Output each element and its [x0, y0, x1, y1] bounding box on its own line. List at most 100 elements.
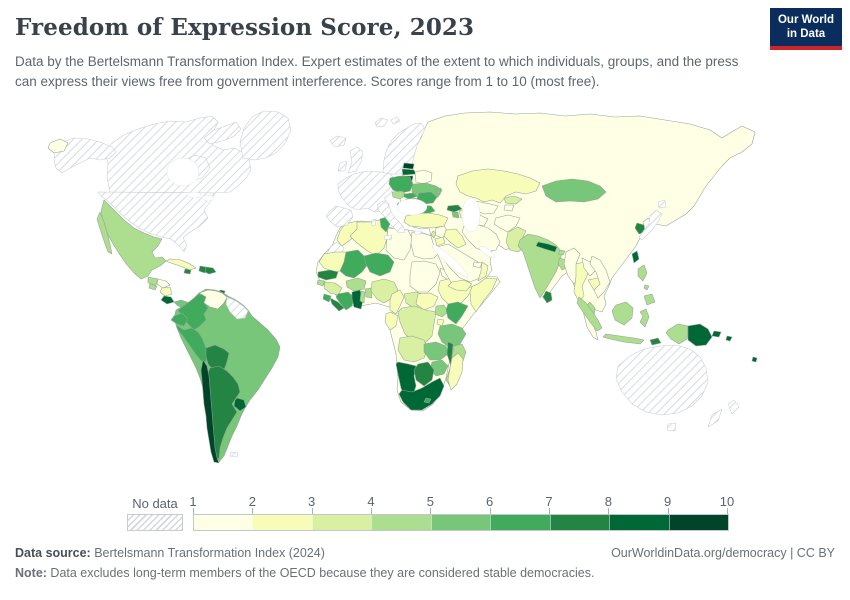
country-burkina-faso[interactable] — [345, 277, 367, 292]
legend-no-data-swatch[interactable] — [127, 514, 183, 531]
country-jamaica[interactable] — [183, 268, 192, 275]
country-yemen[interactable] — [447, 279, 473, 292]
country-senegal[interactable] — [317, 269, 339, 281]
country-spain-portugal[interactable] — [325, 205, 354, 228]
country-indonesia-papua[interactable] — [665, 323, 689, 345]
country-fiji[interactable] — [751, 356, 758, 363]
country-ireland[interactable] — [337, 160, 348, 172]
country-lesotho[interactable] — [423, 397, 432, 404]
country-nepal[interactable] — [535, 241, 558, 253]
country-tanzania[interactable] — [437, 323, 467, 349]
country-kazakhstan[interactable] — [455, 168, 541, 204]
country-togo[interactable] — [359, 290, 366, 304]
country-kyrgyzstan[interactable] — [503, 195, 523, 205]
country-uae[interactable] — [472, 261, 483, 269]
country-lebanon[interactable] — [430, 230, 437, 239]
country-tajikistan[interactable] — [503, 204, 515, 212]
country-usa[interactable] — [97, 191, 216, 253]
country-georgia[interactable] — [446, 204, 463, 213]
country-cuba[interactable] — [165, 258, 197, 271]
country-guatemala[interactable] — [147, 276, 159, 286]
country-alaska[interactable] — [53, 137, 117, 174]
country-iraq[interactable] — [443, 228, 467, 249]
country-jordan[interactable] — [434, 236, 446, 247]
country-japan[interactable] — [638, 209, 663, 241]
country-guinea-bissau[interactable] — [316, 279, 326, 287]
country-new-zealand-south[interactable] — [707, 408, 723, 428]
country-mexico[interactable] — [100, 199, 167, 280]
country-gabon-congo[interactable] — [384, 311, 399, 331]
country-estonia[interactable] — [402, 162, 415, 170]
country-uganda[interactable] — [434, 304, 449, 318]
country-angola[interactable] — [397, 335, 429, 363]
country-indonesia-java[interactable] — [602, 333, 645, 345]
country-south-africa[interactable] — [398, 377, 445, 411]
country-uruguay[interactable] — [233, 397, 247, 412]
country-united-kingdom[interactable] — [347, 146, 364, 174]
country-oman[interactable] — [477, 261, 489, 282]
country-indonesia-sulawesi[interactable] — [639, 308, 650, 328]
country-canada-arctic[interactable] — [203, 121, 242, 145]
country-solomon-islands[interactable] — [725, 335, 733, 342]
country-algeria[interactable] — [349, 219, 389, 257]
country-turkey[interactable] — [403, 212, 449, 229]
country-czechia[interactable] — [391, 190, 407, 200]
country-botswana[interactable] — [413, 361, 435, 387]
country-sri-lanka[interactable] — [542, 290, 553, 304]
country-haiti[interactable] — [198, 265, 207, 274]
country-mali[interactable] — [339, 249, 369, 279]
country-russia-chukotka[interactable] — [47, 138, 69, 154]
country-drc[interactable] — [397, 305, 437, 345]
country-south-sudan[interactable] — [415, 292, 439, 311]
country-svalbard-west[interactable] — [374, 117, 389, 128]
country-zambia[interactable] — [423, 341, 449, 361]
country-liberia[interactable] — [329, 297, 345, 312]
country-philippines-luzon[interactable] — [637, 264, 648, 282]
country-italy-sicily[interactable] — [383, 234, 393, 241]
country-armenia[interactable] — [451, 211, 460, 219]
country-ecuador[interactable] — [170, 312, 189, 327]
country-kenya[interactable] — [445, 301, 469, 325]
country-poland[interactable] — [388, 175, 414, 194]
country-taiwan[interactable] — [631, 250, 640, 264]
country-indonesia-sumatra[interactable] — [576, 296, 603, 332]
country-italy-sardinia[interactable] — [370, 218, 377, 227]
country-mexico-baja[interactable] — [96, 211, 113, 255]
country-philippines-visayas[interactable] — [643, 284, 650, 291]
country-japan-hokkaido[interactable] — [657, 199, 667, 209]
country-somalia[interactable] — [469, 277, 498, 313]
country-niger[interactable] — [363, 252, 395, 277]
country-afghanistan[interactable] — [493, 214, 521, 233]
country-el-salvador[interactable] — [148, 283, 158, 291]
country-honduras[interactable] — [156, 278, 171, 289]
region-western-europe[interactable] — [337, 170, 396, 213]
country-philippines-mindanao[interactable] — [643, 293, 656, 306]
country-chile[interactable] — [200, 359, 220, 464]
country-bhutan[interactable] — [557, 249, 566, 256]
country-cote-divoire[interactable] — [335, 291, 355, 311]
country-cameroon[interactable] — [389, 289, 405, 315]
country-malaysia-borneo[interactable] — [611, 301, 634, 326]
country-belarus[interactable] — [414, 169, 433, 185]
country-latvia[interactable] — [401, 168, 417, 176]
country-nicaragua[interactable] — [159, 286, 173, 297]
country-guyana-suriname[interactable] — [225, 296, 249, 320]
footer-link[interactable]: OurWorldinData.org/democracy | CC BY — [611, 546, 835, 560]
country-bolivia[interactable] — [205, 344, 230, 373]
country-australia[interactable] — [615, 344, 709, 416]
country-italy[interactable] — [376, 200, 406, 234]
country-sierra-leone[interactable] — [322, 293, 332, 303]
country-australia-tasmania[interactable] — [666, 422, 677, 432]
owid-logo[interactable]: Our World in Data — [770, 8, 842, 50]
country-benin[interactable] — [364, 287, 373, 299]
country-papua-new-guinea[interactable] — [687, 323, 713, 347]
country-mongolia[interactable] — [541, 178, 607, 203]
country-iceland[interactable] — [329, 135, 347, 148]
country-madagascar[interactable] — [447, 352, 464, 391]
country-png-new-britain[interactable] — [711, 330, 722, 338]
country-canada[interactable] — [104, 115, 252, 194]
legend-ramp[interactable] — [193, 514, 729, 531]
country-greenland[interactable] — [239, 110, 292, 161]
country-svalbard-east[interactable] — [390, 116, 401, 125]
country-costa-rica[interactable] — [160, 295, 175, 305]
